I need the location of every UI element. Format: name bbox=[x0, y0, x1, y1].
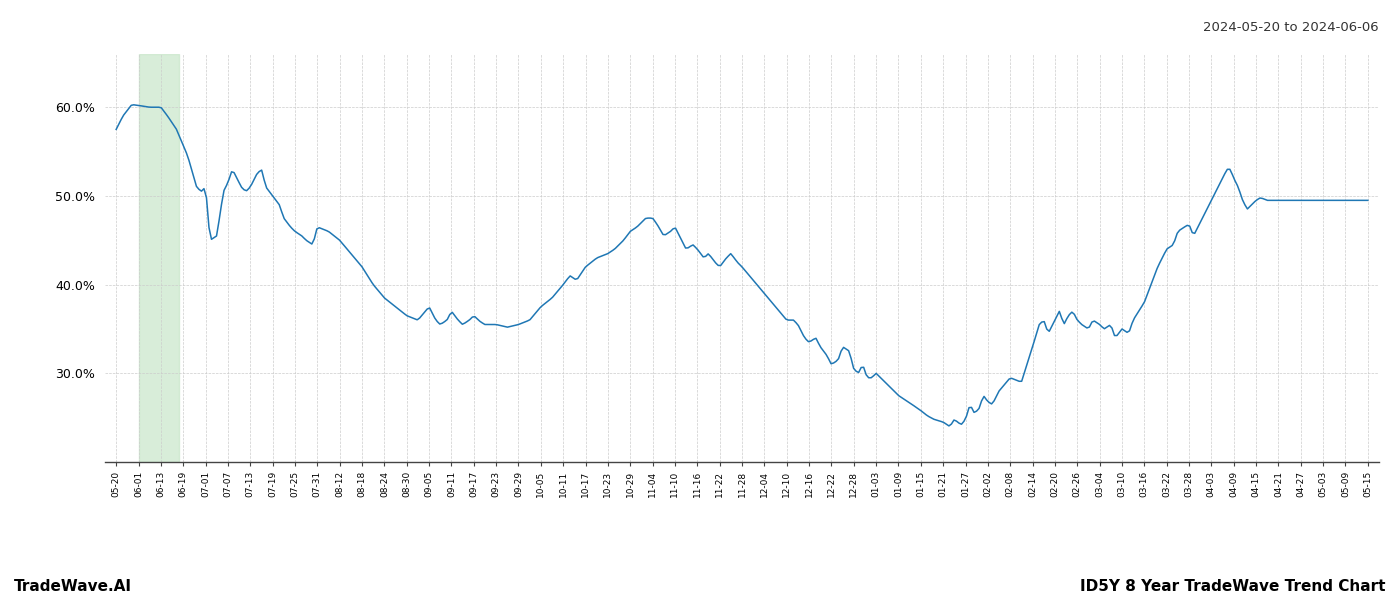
Text: TradeWave.AI: TradeWave.AI bbox=[14, 579, 132, 594]
Text: ID5Y 8 Year TradeWave Trend Chart: ID5Y 8 Year TradeWave Trend Chart bbox=[1081, 579, 1386, 594]
Bar bbox=[139, 54, 179, 462]
Text: 2024-05-20 to 2024-06-06: 2024-05-20 to 2024-06-06 bbox=[1204, 21, 1379, 34]
